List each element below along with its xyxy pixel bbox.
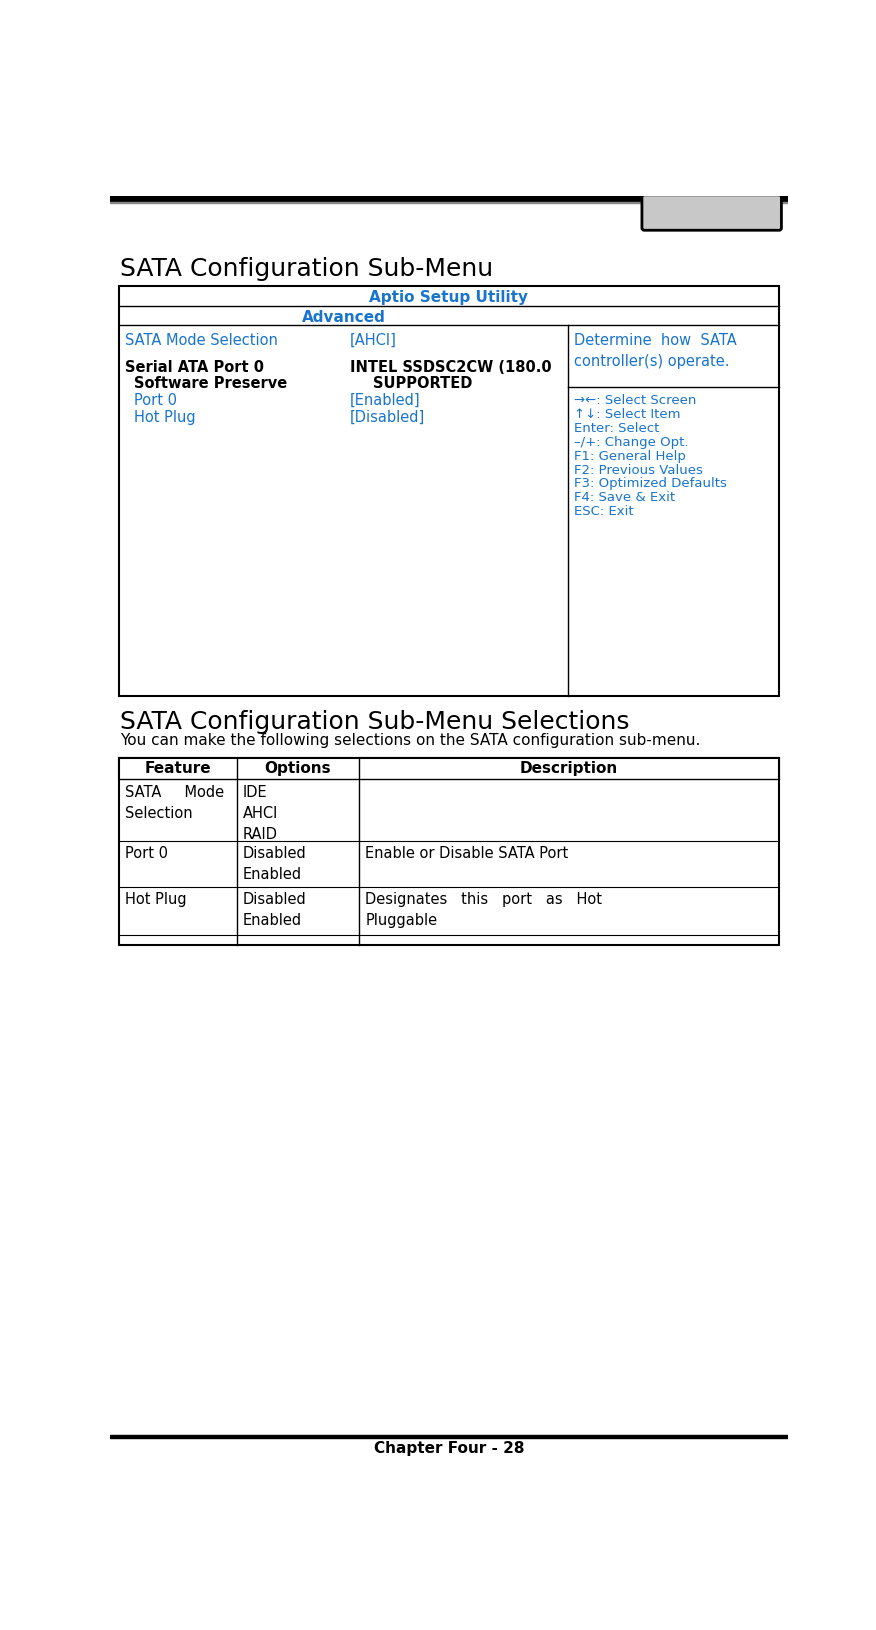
Text: BIOS Setup: BIOS Setup bbox=[659, 204, 765, 222]
Text: [Disabled]: [Disabled] bbox=[350, 409, 425, 425]
Text: Enable or Disable SATA Port: Enable or Disable SATA Port bbox=[365, 846, 569, 861]
Bar bbox=[110, 196, 788, 200]
Text: Enter: Select: Enter: Select bbox=[575, 422, 660, 435]
Text: –/+: Change Opt.: –/+: Change Opt. bbox=[575, 435, 689, 448]
Text: F1: General Help: F1: General Help bbox=[575, 450, 687, 463]
Text: You can make the following selections on the SATA configuration sub-menu.: You can make the following selections on… bbox=[120, 734, 701, 748]
Text: Serial ATA Port 0: Serial ATA Port 0 bbox=[125, 360, 264, 375]
Text: [Enabled]: [Enabled] bbox=[350, 393, 420, 408]
Text: Disabled
Enabled: Disabled Enabled bbox=[243, 893, 307, 929]
Text: ESC: Exit: ESC: Exit bbox=[575, 505, 634, 518]
Bar bbox=[119, 287, 779, 696]
Text: IDE
AHCI
RAID: IDE AHCI RAID bbox=[243, 784, 279, 841]
Text: F4: Save & Exit: F4: Save & Exit bbox=[575, 491, 675, 504]
Bar bbox=[119, 758, 779, 945]
Text: Software Preserve: Software Preserve bbox=[134, 377, 287, 391]
Text: Hot Plug: Hot Plug bbox=[134, 409, 196, 425]
FancyBboxPatch shape bbox=[642, 196, 781, 230]
Text: Chapter Four - 28: Chapter Four - 28 bbox=[374, 1441, 524, 1457]
Text: Advanced: Advanced bbox=[301, 310, 385, 324]
Text: SATA     Mode
Selection: SATA Mode Selection bbox=[125, 784, 224, 820]
Text: Port 0: Port 0 bbox=[125, 846, 168, 861]
Text: F2: Previous Values: F2: Previous Values bbox=[575, 463, 703, 476]
Text: SATA Configuration Sub-Menu Selections: SATA Configuration Sub-Menu Selections bbox=[120, 711, 630, 734]
Text: ↑↓: Select Item: ↑↓: Select Item bbox=[575, 408, 681, 421]
Text: Options: Options bbox=[265, 761, 331, 776]
Text: →←: Select Screen: →←: Select Screen bbox=[575, 394, 697, 408]
Bar bbox=[119, 758, 779, 779]
Text: SATA Mode Selection: SATA Mode Selection bbox=[125, 333, 278, 347]
Text: Aptio Setup Utility: Aptio Setup Utility bbox=[370, 290, 528, 305]
Text: Designates   this   port   as   Hot
Pluggable: Designates this port as Hot Pluggable bbox=[365, 893, 603, 929]
Text: SATA Configuration Sub-Menu: SATA Configuration Sub-Menu bbox=[120, 258, 493, 282]
Text: Hot Plug: Hot Plug bbox=[125, 893, 187, 908]
Text: SUPPORTED: SUPPORTED bbox=[373, 377, 472, 391]
Text: INTEL SSDSC2CW (180.0: INTEL SSDSC2CW (180.0 bbox=[350, 360, 551, 375]
Text: Description: Description bbox=[520, 761, 618, 776]
Text: Disabled
Enabled: Disabled Enabled bbox=[243, 846, 307, 882]
Text: Port 0: Port 0 bbox=[134, 393, 177, 408]
Text: F3: Optimized Defaults: F3: Optimized Defaults bbox=[575, 478, 727, 491]
Bar bbox=[110, 1436, 788, 1438]
Text: Feature: Feature bbox=[145, 761, 211, 776]
Text: [AHCI]: [AHCI] bbox=[350, 333, 397, 347]
Text: Determine  how  SATA
controller(s) operate.: Determine how SATA controller(s) operate… bbox=[575, 333, 738, 368]
